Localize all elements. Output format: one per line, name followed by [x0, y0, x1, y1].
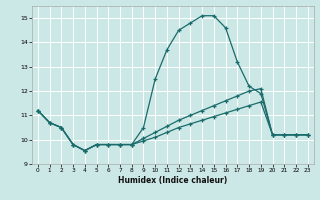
X-axis label: Humidex (Indice chaleur): Humidex (Indice chaleur)	[118, 176, 228, 185]
